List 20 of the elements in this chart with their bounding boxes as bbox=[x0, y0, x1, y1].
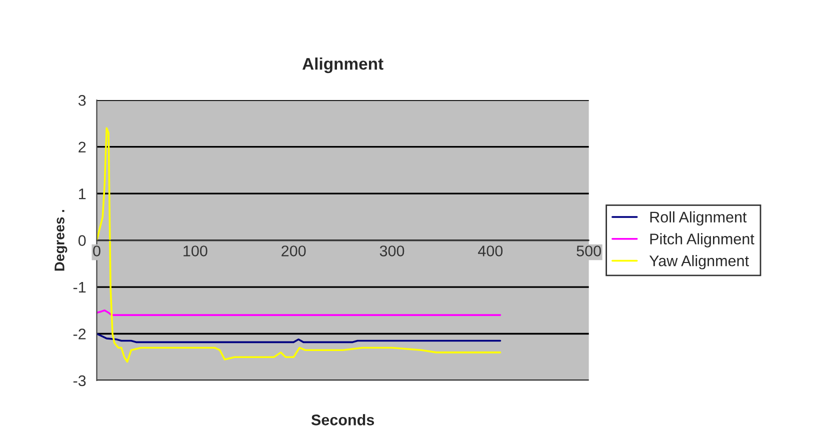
y-tick-label: 0 bbox=[78, 235, 86, 246]
y-tick-label: 3 bbox=[78, 94, 86, 106]
x-axis-title: Seconds bbox=[311, 414, 374, 426]
y-tick-label: -3 bbox=[73, 375, 86, 386]
x-tick-label: 0 bbox=[93, 246, 100, 256]
x-tick-label: 400 bbox=[478, 246, 503, 256]
x-tick-label: 300 bbox=[380, 246, 404, 256]
y-tick-label: -1 bbox=[73, 282, 86, 293]
legend-label: Roll Alignment bbox=[650, 211, 747, 226]
legend-label: Yaw Alignment bbox=[649, 255, 749, 270]
legend-label: Pitch Alignment bbox=[650, 233, 754, 248]
y-tick-label: 2 bbox=[78, 142, 86, 152]
x-tick-label: 500 bbox=[576, 246, 601, 256]
x-tick-label: 200 bbox=[282, 246, 306, 256]
line-series bbox=[96, 332, 502, 344]
y-axis-title: Degrees . bbox=[54, 210, 68, 271]
y-tick-label: -2 bbox=[73, 328, 86, 340]
x-tick-label: 100 bbox=[184, 246, 208, 256]
chart-title: Alignment bbox=[302, 57, 384, 74]
y-tick-label: 1 bbox=[79, 188, 86, 200]
